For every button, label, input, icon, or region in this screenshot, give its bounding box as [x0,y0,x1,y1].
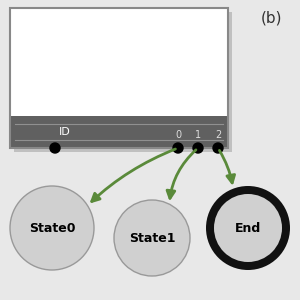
Text: End: End [235,221,261,235]
Circle shape [213,143,223,153]
Text: State0: State0 [29,221,75,235]
Text: State1: State1 [129,232,175,244]
Bar [10,8,228,116]
Bar [10,116,228,148]
Circle shape [206,186,290,270]
Text: (b): (b) [261,11,283,26]
Circle shape [10,186,94,270]
Circle shape [214,194,282,262]
Circle shape [114,200,190,276]
Text: ID: ID [59,127,71,137]
Bar [10,8,228,148]
Circle shape [173,143,183,153]
Circle shape [50,143,60,153]
Text: 1: 1 [195,130,201,140]
Bar [14,12,232,152]
Text: 0: 0 [175,130,181,140]
Circle shape [193,143,203,153]
Text: 2: 2 [215,130,221,140]
